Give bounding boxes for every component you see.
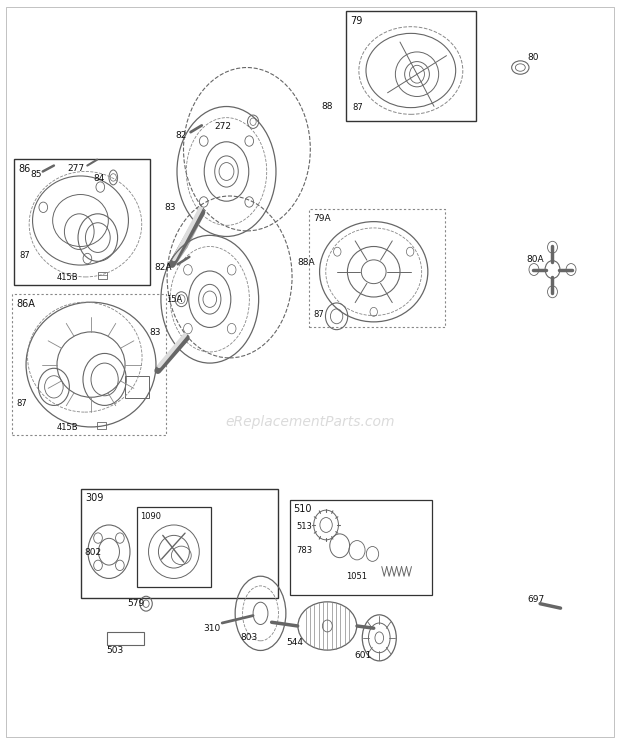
Text: 87: 87 <box>17 400 27 408</box>
Text: 277: 277 <box>68 164 84 173</box>
Text: 697: 697 <box>528 595 545 604</box>
Text: 88: 88 <box>321 102 333 111</box>
Text: 1090: 1090 <box>140 512 161 521</box>
Text: 309: 309 <box>86 493 104 503</box>
Bar <box>97 422 107 429</box>
Text: 80A: 80A <box>526 254 544 263</box>
Text: 579: 579 <box>128 599 144 608</box>
Text: 1051: 1051 <box>346 571 367 581</box>
Bar <box>98 272 107 279</box>
Text: 15A: 15A <box>167 295 183 304</box>
Text: 82A: 82A <box>154 263 172 272</box>
Text: 79A: 79A <box>313 214 330 222</box>
Text: 80: 80 <box>528 53 539 62</box>
Bar <box>12 294 167 435</box>
Text: 86A: 86A <box>16 298 35 309</box>
Text: 86: 86 <box>19 164 31 173</box>
Text: 87: 87 <box>352 103 363 112</box>
Text: 601: 601 <box>355 651 372 660</box>
Text: 85: 85 <box>30 170 42 179</box>
Text: 87: 87 <box>19 251 30 260</box>
Text: 83: 83 <box>149 328 161 337</box>
Text: 82: 82 <box>175 132 187 141</box>
Text: 415B: 415B <box>56 273 78 282</box>
Text: 513: 513 <box>296 522 312 531</box>
Text: 803: 803 <box>241 633 258 642</box>
Bar <box>81 489 278 598</box>
Text: 802: 802 <box>84 548 101 557</box>
Bar <box>107 632 144 645</box>
Text: 79: 79 <box>350 16 363 27</box>
Bar <box>14 159 151 285</box>
Text: 310: 310 <box>203 623 221 632</box>
Text: 544: 544 <box>286 638 304 647</box>
Text: 84: 84 <box>94 174 105 184</box>
Bar <box>137 507 211 587</box>
Text: 503: 503 <box>106 646 123 655</box>
Bar <box>309 208 445 327</box>
Bar <box>346 11 476 121</box>
Text: 510: 510 <box>293 504 312 513</box>
Bar <box>125 376 149 398</box>
Text: 87: 87 <box>314 310 324 318</box>
Text: eReplacementParts.com: eReplacementParts.com <box>225 415 395 429</box>
Text: 415B: 415B <box>56 423 78 432</box>
Text: 83: 83 <box>165 202 176 211</box>
Text: 272: 272 <box>214 123 231 132</box>
Text: 783: 783 <box>296 546 312 555</box>
Bar <box>290 500 433 594</box>
Text: 88A: 88A <box>298 257 315 266</box>
